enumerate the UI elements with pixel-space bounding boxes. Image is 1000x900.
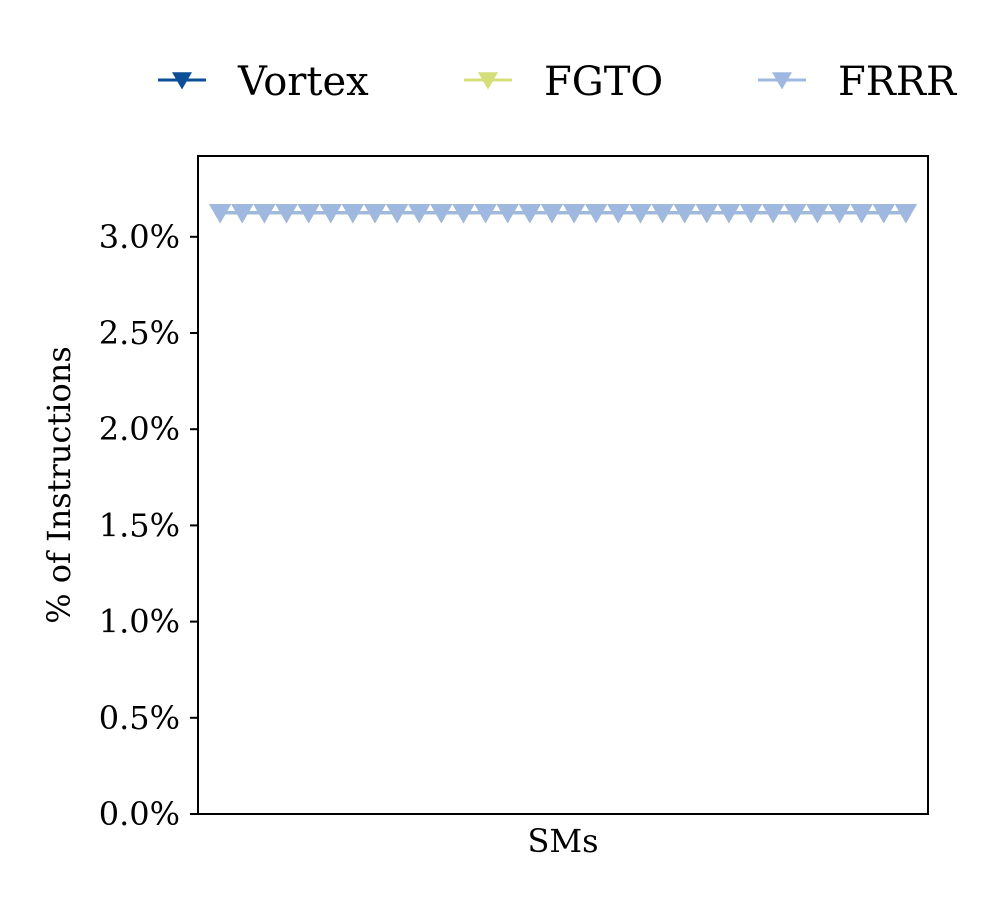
data-point [386, 204, 409, 224]
data-point [209, 204, 232, 224]
y-tick-label: 3.0% [99, 218, 180, 256]
data-point [474, 204, 497, 224]
data-point [784, 204, 807, 224]
legend: Vortex FGTO FRRR [158, 59, 958, 105]
data-point [651, 204, 674, 224]
data-point [231, 204, 254, 224]
data-point [629, 204, 652, 224]
legend-label: FGTO [544, 59, 663, 105]
data-point [894, 204, 917, 224]
data-point [540, 204, 563, 224]
legend-marker [478, 72, 498, 90]
data-point [850, 204, 873, 224]
y-tick-label: 0.5% [99, 699, 180, 737]
data-point [563, 204, 586, 224]
data-point [452, 204, 475, 224]
data-point [496, 204, 519, 224]
x-axis-label: SMs [527, 822, 598, 860]
data-point [585, 204, 608, 224]
legend-item-fgto: FGTO [464, 59, 663, 105]
series-frrr [209, 204, 917, 224]
data-point [695, 204, 718, 224]
y-axis: 0.0% 0.5% 1.0% 1.5% 2.0% 2.5% 3.0% [99, 218, 198, 833]
data-point [430, 204, 453, 224]
y-tick-label: 1.5% [99, 506, 180, 544]
legend-marker [772, 72, 792, 90]
data-point [518, 204, 541, 224]
legend-label: FRRR [838, 59, 958, 105]
data-point [363, 204, 386, 224]
data-point [275, 204, 298, 224]
data-point [717, 204, 740, 224]
y-tick-label: 2.0% [99, 410, 180, 448]
legend-label: Vortex [237, 59, 369, 105]
data-point [253, 204, 276, 224]
data-point [740, 204, 763, 224]
y-tick-label: 2.5% [99, 314, 180, 352]
y-tick-label: 1.0% [99, 603, 180, 641]
legend-marker [172, 72, 192, 90]
data-point [319, 204, 342, 224]
plot-frame [197, 155, 929, 815]
data-point [341, 204, 364, 224]
data-point [872, 204, 895, 224]
data-point [408, 204, 431, 224]
y-tick-label: 0.0% [99, 795, 180, 833]
data-point [673, 204, 696, 224]
y-axis-label: % of Instructions [40, 346, 78, 624]
data-point [762, 204, 785, 224]
data-point [828, 204, 851, 224]
legend-item-vortex: Vortex [158, 59, 369, 105]
data-point [607, 204, 630, 224]
legend-item-frrr: FRRR [758, 59, 958, 105]
series-layer [209, 204, 917, 224]
data-point [806, 204, 829, 224]
data-point [297, 204, 320, 224]
